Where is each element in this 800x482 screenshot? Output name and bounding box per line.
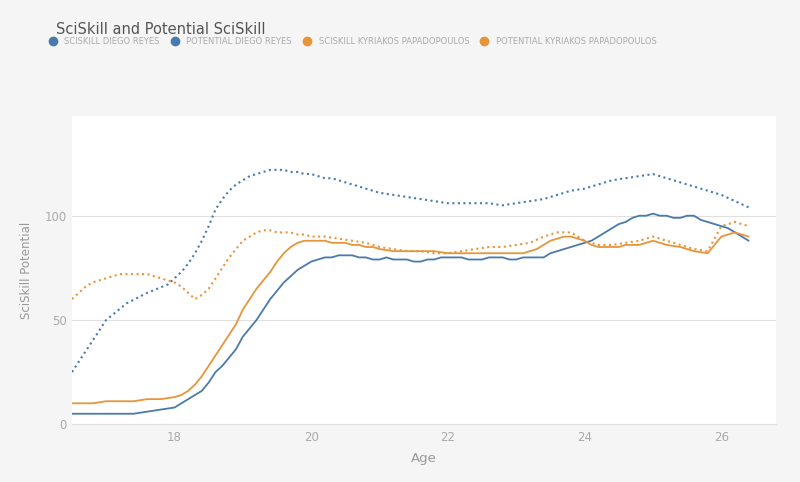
Legend: SCISKILL DIEGO REYES, POTENTIAL DIEGO REYES, SCISKILL KYRIAKOS PAPADOPOULOS, POT: SCISKILL DIEGO REYES, POTENTIAL DIEGO RE… bbox=[41, 33, 660, 49]
Y-axis label: SciSkill Potential: SciSkill Potential bbox=[20, 221, 33, 319]
Text: SciSkill and Potential SciSkill: SciSkill and Potential SciSkill bbox=[56, 22, 266, 37]
X-axis label: Age: Age bbox=[411, 453, 437, 466]
